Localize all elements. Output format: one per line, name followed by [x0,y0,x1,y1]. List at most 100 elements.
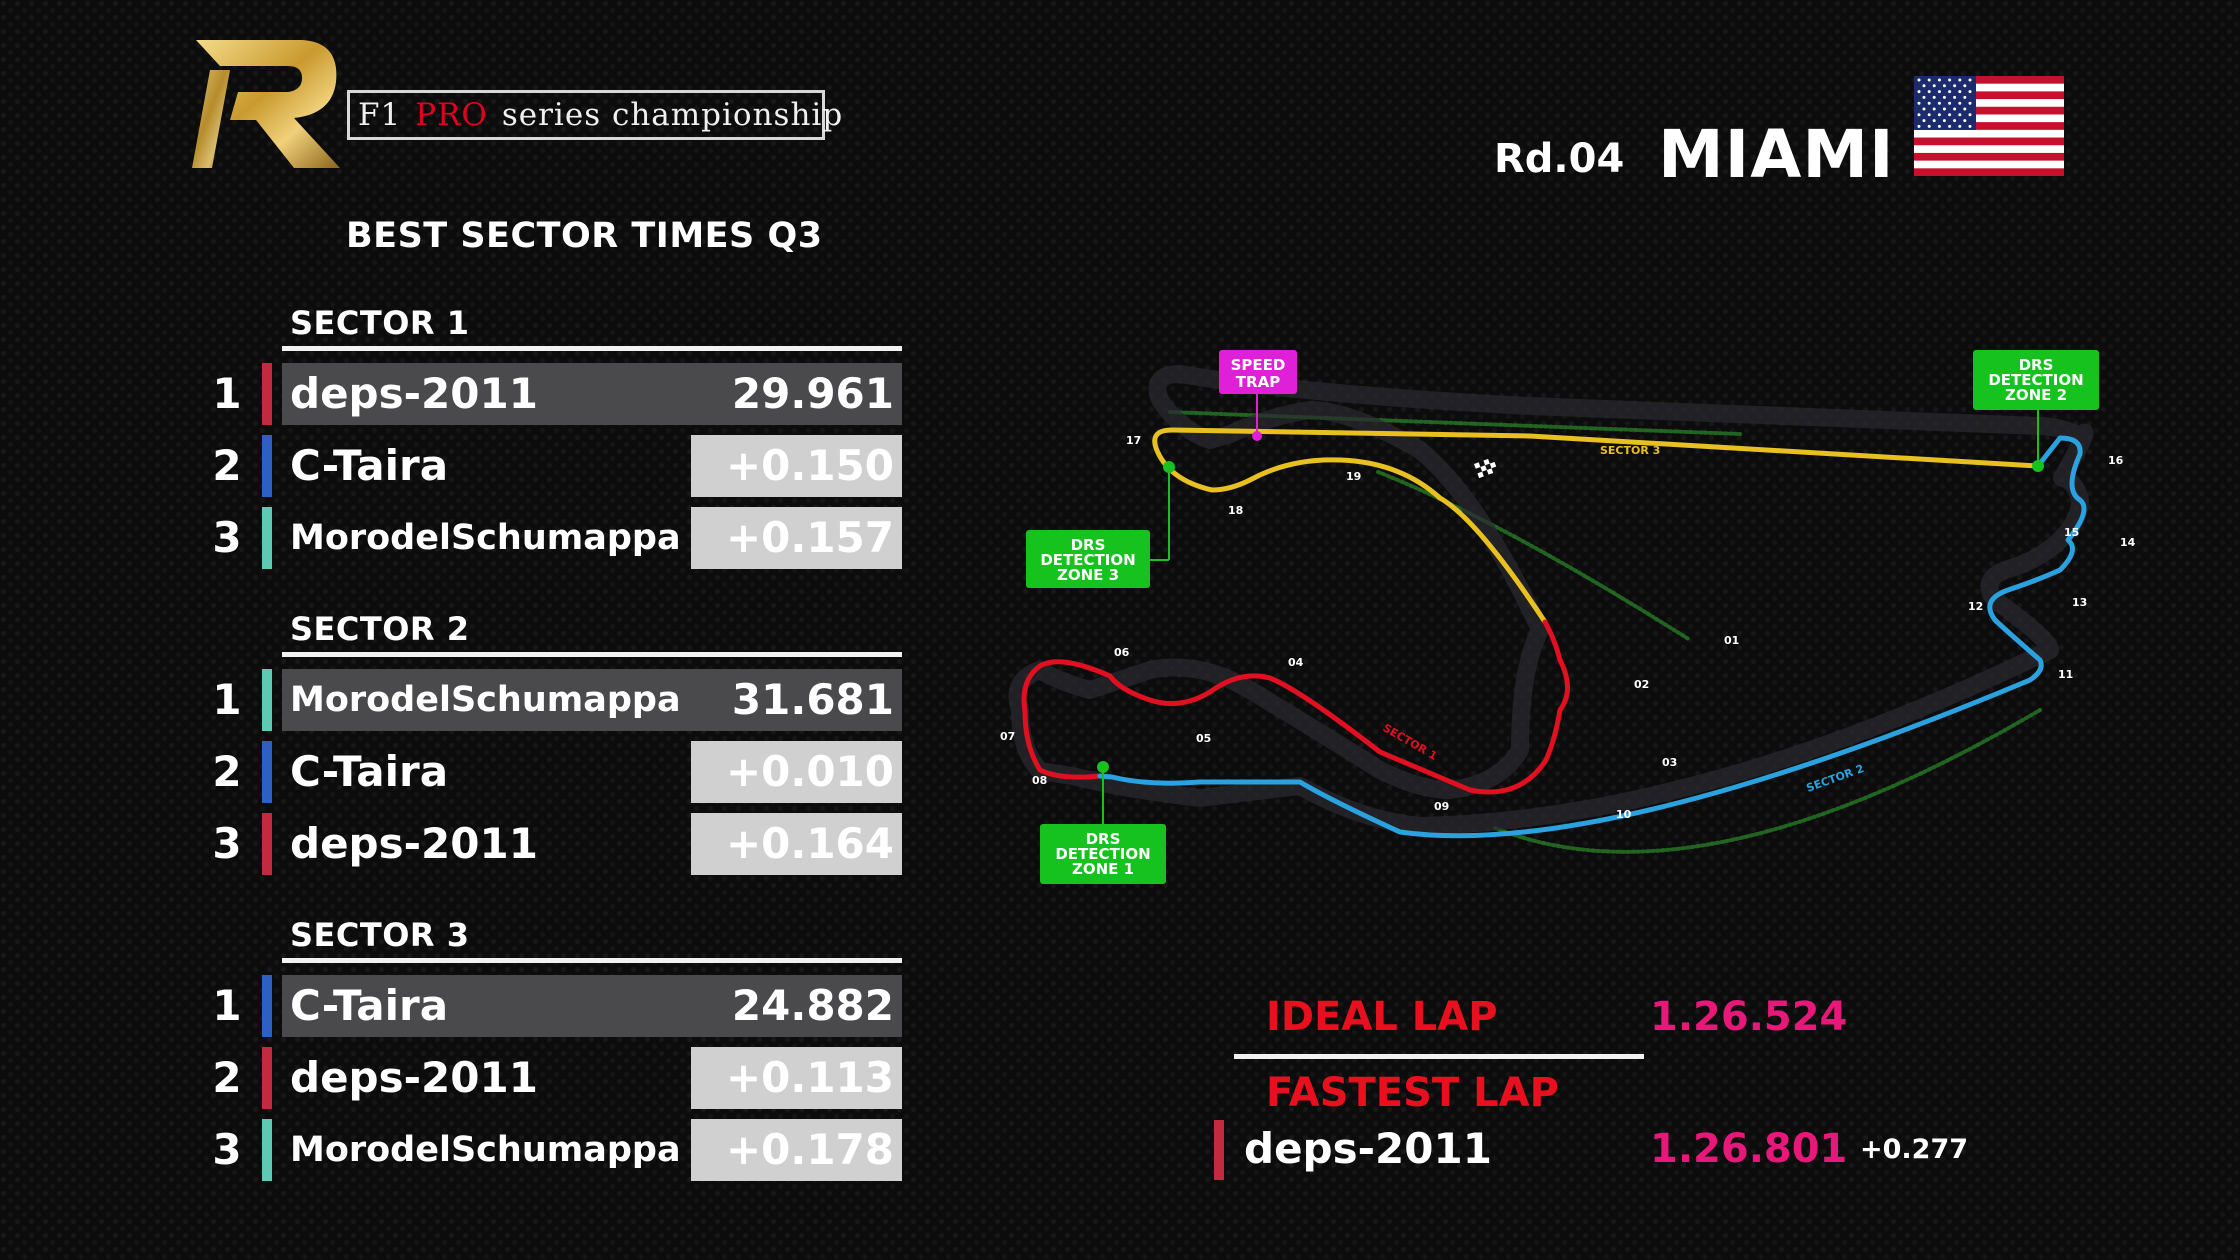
turn-label: 11 [2058,668,2073,681]
position: 1 [212,981,242,1030]
track-sector-2-label: SECTOR 2 [1805,762,1866,795]
championship-title: F1 PRO series championship [347,90,842,140]
position: 1 [212,369,242,418]
gap-box [691,507,902,569]
table-row: 1 C-Taira 24.882 [200,975,902,1037]
turn-label: 06 [1114,646,1130,659]
turn-label: 04 [1288,656,1304,669]
sector-time: 29.961 [731,369,894,418]
turn-label: 08 [1032,774,1047,787]
team-color-bar [262,435,272,497]
table-row: 3 MorodelSchumappa +0.178 [200,1119,902,1181]
sector-title: SECTOR 1 [290,304,470,342]
leader-highlight [282,669,902,731]
position: 1 [212,675,242,724]
turn-label: 01 [1724,634,1739,647]
fastest-lap-label: FASTEST LAP [1266,1070,1559,1116]
brand-pro: PRO [415,97,488,133]
driver-name: deps-2011 [290,1053,538,1102]
gap-box [691,1119,902,1181]
drs-zone-2-badge: DRS DETECTION ZONE 2 [1973,350,2099,410]
divider [282,346,902,351]
driver-name: MorodelSchumappa [290,680,681,720]
turn-label: 16 [2108,454,2124,467]
position: 3 [212,1125,242,1174]
driver-name: C-Taira [290,981,449,1030]
sector-time: +0.157 [725,513,894,562]
table-row: 2 C-Taira +0.010 [200,741,902,803]
speed-trap-badge: SPEED TRAP [1219,350,1297,394]
turn-label: 13 [2072,596,2087,609]
svg-text:DETECTION: DETECTION [1988,371,2083,389]
driver-name: deps-2011 [290,819,538,868]
svg-text:DRS: DRS [1086,830,1121,848]
position: 2 [212,747,242,796]
drs-zone-1-badge: DRS DETECTION ZONE 1 [1040,824,1166,884]
divider [282,652,902,657]
page-title: BEST SECTOR TIMES Q3 [346,216,823,256]
divider [1234,1054,1644,1059]
svg-text:DETECTION: DETECTION [1055,845,1150,863]
sector-time: +0.010 [725,747,894,796]
sector-time: +0.164 [725,819,894,868]
ideal-lap-time: 1.26.524 [1650,994,1848,1040]
turn-label: 19 [1346,470,1361,483]
team-color-bar [262,363,272,425]
team-color-bar [262,741,272,803]
table-row: 1 MorodelSchumappa 31.681 [200,669,902,731]
sector-title: SECTOR 2 [290,610,470,648]
track-sector-3-label: SECTOR 3 [1600,444,1660,457]
sector-time: +0.113 [725,1053,894,1102]
gap-box [691,741,902,803]
sector-time: +0.150 [725,441,894,490]
ideal-lap-label: IDEAL LAP [1266,994,1498,1040]
gap-box [691,435,902,497]
table-row: 3 MorodelSchumappa +0.157 [200,507,902,569]
position: 3 [212,819,242,868]
sector-time: 24.882 [731,981,894,1030]
sector-time: 31.681 [731,675,894,724]
finish-flag-icon [1474,458,1497,479]
turn-label: 02 [1634,678,1649,691]
turn-label: 14 [2120,536,2136,549]
turn-label: 17 [1126,434,1141,447]
driver-name: deps-2011 [290,369,538,418]
gap-box [691,813,902,875]
position: 2 [212,1053,242,1102]
race-name: MIAMI [1658,116,1895,193]
turn-label: 05 [1196,732,1211,745]
round-label: Rd.04 [1494,136,1625,182]
team-color-bar [262,507,272,569]
team-color-bar [262,1119,272,1181]
driver-name: C-Taira [290,441,449,490]
team-color-bar [262,813,272,875]
svg-text:DRS: DRS [2019,356,2054,374]
turn-label: 12 [1968,600,1983,613]
usa-flag-icon [1914,76,2064,176]
turn-label: 03 [1662,756,1677,769]
turn-label: 07 [1000,730,1015,743]
league-logo-icon [192,40,340,168]
driver-name: C-Taira [290,747,449,796]
svg-text:TRAP: TRAP [1236,373,1280,391]
svg-text:ZONE 2: ZONE 2 [2005,386,2067,404]
team-color-bar [262,669,272,731]
table-row: 3 deps-2011 +0.164 [200,813,902,875]
turn-label: 10 [1616,808,1632,821]
table-row: 2 deps-2011 +0.113 [200,1047,902,1109]
team-color-bar [262,975,272,1037]
table-row: 1 deps-2011 29.961 [200,363,902,425]
svg-text:DRS: DRS [1071,536,1106,554]
sector-time: +0.178 [725,1125,894,1174]
fastest-lap-gap: +0.277 [1860,1134,1969,1165]
leader-highlight [282,363,902,425]
sector-title: SECTOR 3 [290,916,470,954]
turn-label: 15 [2064,526,2079,539]
brand-f1: F1 [358,97,402,133]
divider [282,958,902,963]
leader-highlight [282,975,902,1037]
team-color-bar [1214,1120,1224,1180]
gap-box [691,1047,902,1109]
track-map: SPEED TRAP DRS DETECTION ZONE 2 DRS DETE… [1000,350,2136,884]
team-color-bar [262,1047,272,1109]
